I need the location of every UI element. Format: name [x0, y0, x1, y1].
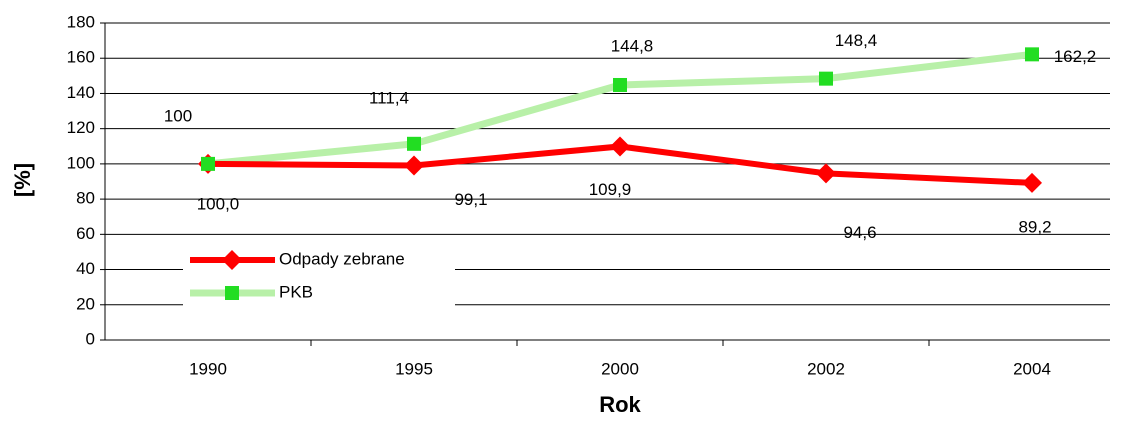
x-tick-label: 2004: [1013, 359, 1051, 378]
marker: [819, 71, 833, 86]
marker: [222, 250, 242, 270]
data-label: 111,4: [369, 88, 409, 107]
data-label: 99,1: [454, 190, 487, 209]
y-tick-label: 160: [67, 48, 95, 67]
y-tick-label: 60: [76, 224, 95, 243]
y-tick-label: 180: [67, 12, 95, 31]
y-tick-label: 0: [86, 329, 95, 348]
data-label: 89,2: [1018, 217, 1051, 236]
marker: [201, 156, 215, 171]
x-tick-label: 1995: [395, 359, 433, 378]
y-axis-title: [%]: [10, 163, 35, 197]
data-label: 109,9: [589, 180, 632, 199]
data-label: 100,0: [197, 194, 240, 213]
y-tick-label: 140: [67, 83, 95, 102]
marker: [816, 163, 836, 184]
x-tick-label: 2002: [807, 359, 845, 378]
marker: [1022, 172, 1042, 193]
legend-label: PKB: [279, 282, 313, 301]
marker: [610, 136, 630, 157]
y-tick-label: 20: [76, 294, 95, 313]
marker: [1025, 47, 1039, 62]
data-label: 94,6: [843, 223, 876, 242]
data-label: 162,2: [1054, 47, 1097, 66]
y-tick-label: 100: [67, 153, 95, 172]
marker: [613, 77, 627, 92]
data-label: 144,8: [611, 36, 654, 55]
marker: [407, 136, 421, 151]
legend: Odpady zebrane PKB: [183, 243, 455, 309]
x-tick-label: 2000: [601, 359, 639, 378]
x-axis-title: Rok: [599, 392, 641, 417]
data-label: 148,4: [835, 31, 878, 50]
y-tick-label: 80: [76, 189, 95, 208]
data-label: 100: [164, 106, 192, 125]
y-tick-label: 120: [67, 118, 95, 137]
x-tick-label: 1990: [189, 359, 227, 378]
marker: [404, 155, 424, 176]
legend-label: Odpady zebrane: [279, 249, 405, 268]
y-tick-label: 40: [76, 259, 95, 278]
marker: [225, 286, 239, 300]
